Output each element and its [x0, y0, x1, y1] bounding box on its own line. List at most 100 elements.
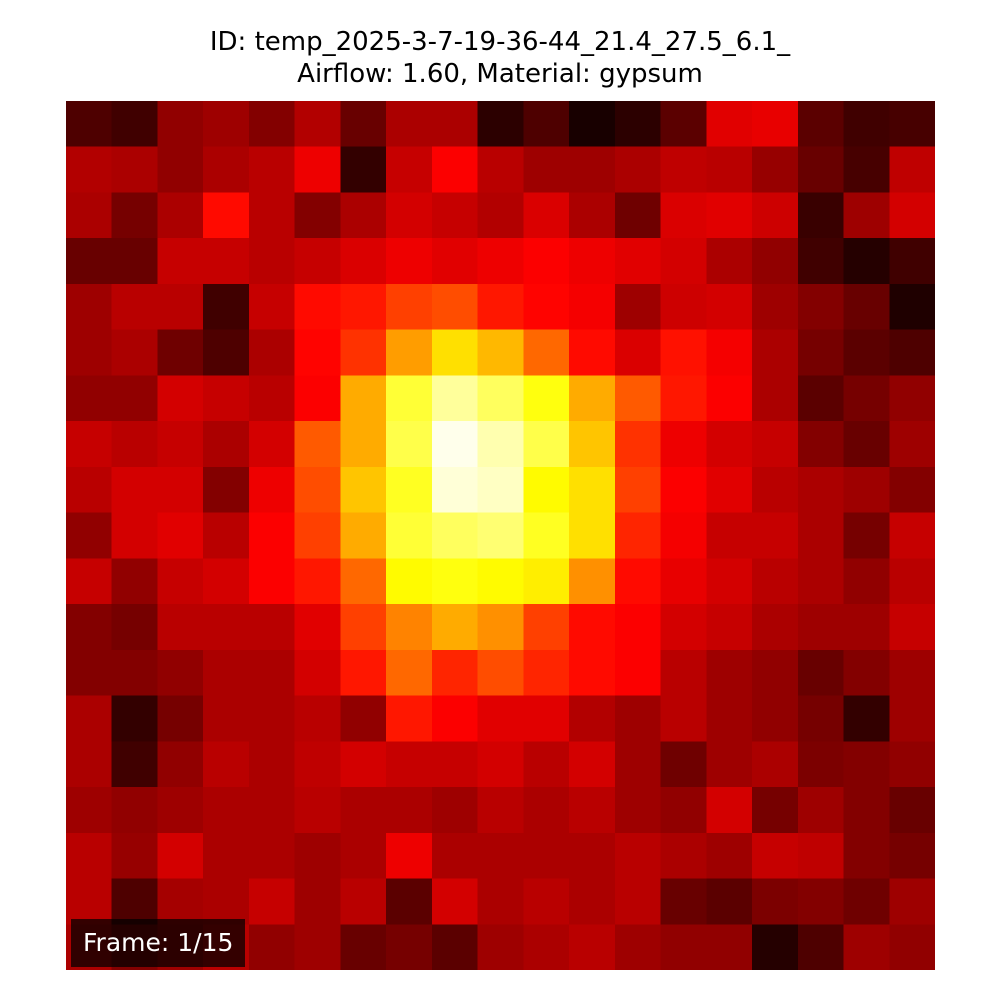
heatmap-cell: [248, 649, 296, 697]
heatmap-cell: [614, 695, 662, 742]
heatmap-cell: [157, 649, 204, 697]
heatmap-cell: [386, 238, 433, 285]
heatmap-cell: [157, 329, 204, 377]
heatmap-cell: [157, 512, 204, 559]
heatmap-cell: [203, 695, 250, 742]
heatmap-cell: [752, 375, 799, 422]
heatmap-cell: [843, 238, 890, 285]
heatmap-cell: [797, 375, 845, 422]
heatmap-cell: [614, 329, 662, 377]
heatmap-cell: [66, 238, 113, 285]
heatmap-cell: [294, 741, 342, 788]
heatmap-cell: [66, 832, 113, 880]
heatmap-cell: [294, 924, 342, 970]
heatmap-cell: [248, 238, 296, 285]
heatmap-cell: [797, 649, 845, 697]
heatmap-cell: [66, 512, 113, 559]
heatmap-cell: [569, 649, 616, 697]
heatmap-cell: [386, 101, 433, 148]
heatmap-cell: [477, 329, 524, 377]
heatmap-cell: [614, 466, 662, 514]
heatmap-cell: [523, 283, 570, 331]
heatmap-cell: [66, 741, 113, 788]
heatmap-cell: [111, 146, 159, 194]
heatmap-cell: [660, 329, 707, 377]
heatmap-cell: [111, 375, 159, 422]
heatmap-cell: [569, 787, 616, 834]
heatmap-cell: [706, 695, 753, 742]
heatmap-cell: [477, 101, 524, 148]
heatmap-cell: [66, 604, 113, 651]
heatmap-cell: [797, 421, 845, 468]
heatmap-cell: [614, 375, 662, 422]
heatmap-cell: [248, 512, 296, 559]
heatmap-cell: [431, 695, 479, 742]
heatmap-cell: [614, 238, 662, 285]
heatmap-cell: [248, 375, 296, 422]
heatmap-cell: [111, 558, 159, 605]
heatmap-cell: [386, 283, 433, 331]
heatmap-cell: [569, 375, 616, 422]
heatmap-cell: [111, 741, 159, 788]
heatmap-cell: [111, 649, 159, 697]
heatmap-cell: [386, 649, 433, 697]
heatmap-cell: [797, 741, 845, 788]
heatmap-cell: [614, 512, 662, 559]
heatmap-cell: [706, 101, 753, 148]
heatmap-cell: [477, 375, 524, 422]
heatmap-cell: [248, 604, 296, 651]
heatmap-cell: [569, 329, 616, 377]
heatmap-cell: [614, 192, 662, 239]
heatmap-cell: [569, 878, 616, 925]
heatmap-cell: [203, 558, 250, 605]
heatmap-cell: [111, 283, 159, 331]
heatmap-cell: [157, 146, 204, 194]
heatmap-cell: [752, 558, 799, 605]
heatmap-cell: [248, 741, 296, 788]
heatmap-cell: [706, 832, 753, 880]
heatmap-cell: [66, 695, 113, 742]
heatmap-cell: [523, 512, 570, 559]
heatmap-cell: [569, 741, 616, 788]
heatmap-cell: [660, 924, 707, 970]
heatmap-cell: [431, 604, 479, 651]
heatmap-cell: [843, 329, 890, 377]
heatmap-cell: [203, 787, 250, 834]
heatmap-cell: [660, 832, 707, 880]
heatmap-cell: [614, 878, 662, 925]
heatmap-cell: [203, 649, 250, 697]
heatmap-cell: [706, 283, 753, 331]
heatmap-cell: [523, 878, 570, 925]
heatmap-cell: [477, 787, 524, 834]
heatmap-cell: [157, 283, 204, 331]
heatmap-cell: [294, 238, 342, 285]
heatmap-cell: [523, 375, 570, 422]
heatmap-cell: [752, 924, 799, 970]
heatmap-cell: [889, 878, 935, 925]
heatmap-cell: [660, 558, 707, 605]
heatmap-cell: [614, 741, 662, 788]
heatmap-cell: [111, 878, 159, 925]
heatmap-cell: [843, 192, 890, 239]
heatmap-cell: [66, 787, 113, 834]
heatmap-cell: [431, 283, 479, 331]
heatmap-cell: [706, 512, 753, 559]
heatmap-cell: [386, 146, 433, 194]
heatmap-cell: [889, 604, 935, 651]
heatmap-cell: [203, 421, 250, 468]
heatmap-cell: [386, 329, 433, 377]
heatmap-cell: [294, 649, 342, 697]
heatmap-cell: [614, 146, 662, 194]
heatmap-cell: [203, 512, 250, 559]
heatmap-cell: [660, 192, 707, 239]
heatmap-cell: [569, 604, 616, 651]
heatmap-cell: [340, 238, 387, 285]
heatmap-cell: [157, 238, 204, 285]
heatmap-cell: [889, 924, 935, 970]
chart-title: ID: temp_2025-3-7-19-36-44_21.4_27.5_6.1…: [209, 27, 791, 57]
heatmap-cell: [157, 192, 204, 239]
heatmap-cell: [752, 604, 799, 651]
heatmap-cell: [660, 146, 707, 194]
heatmap-cell: [889, 283, 935, 331]
heatmap-cell: [843, 146, 890, 194]
